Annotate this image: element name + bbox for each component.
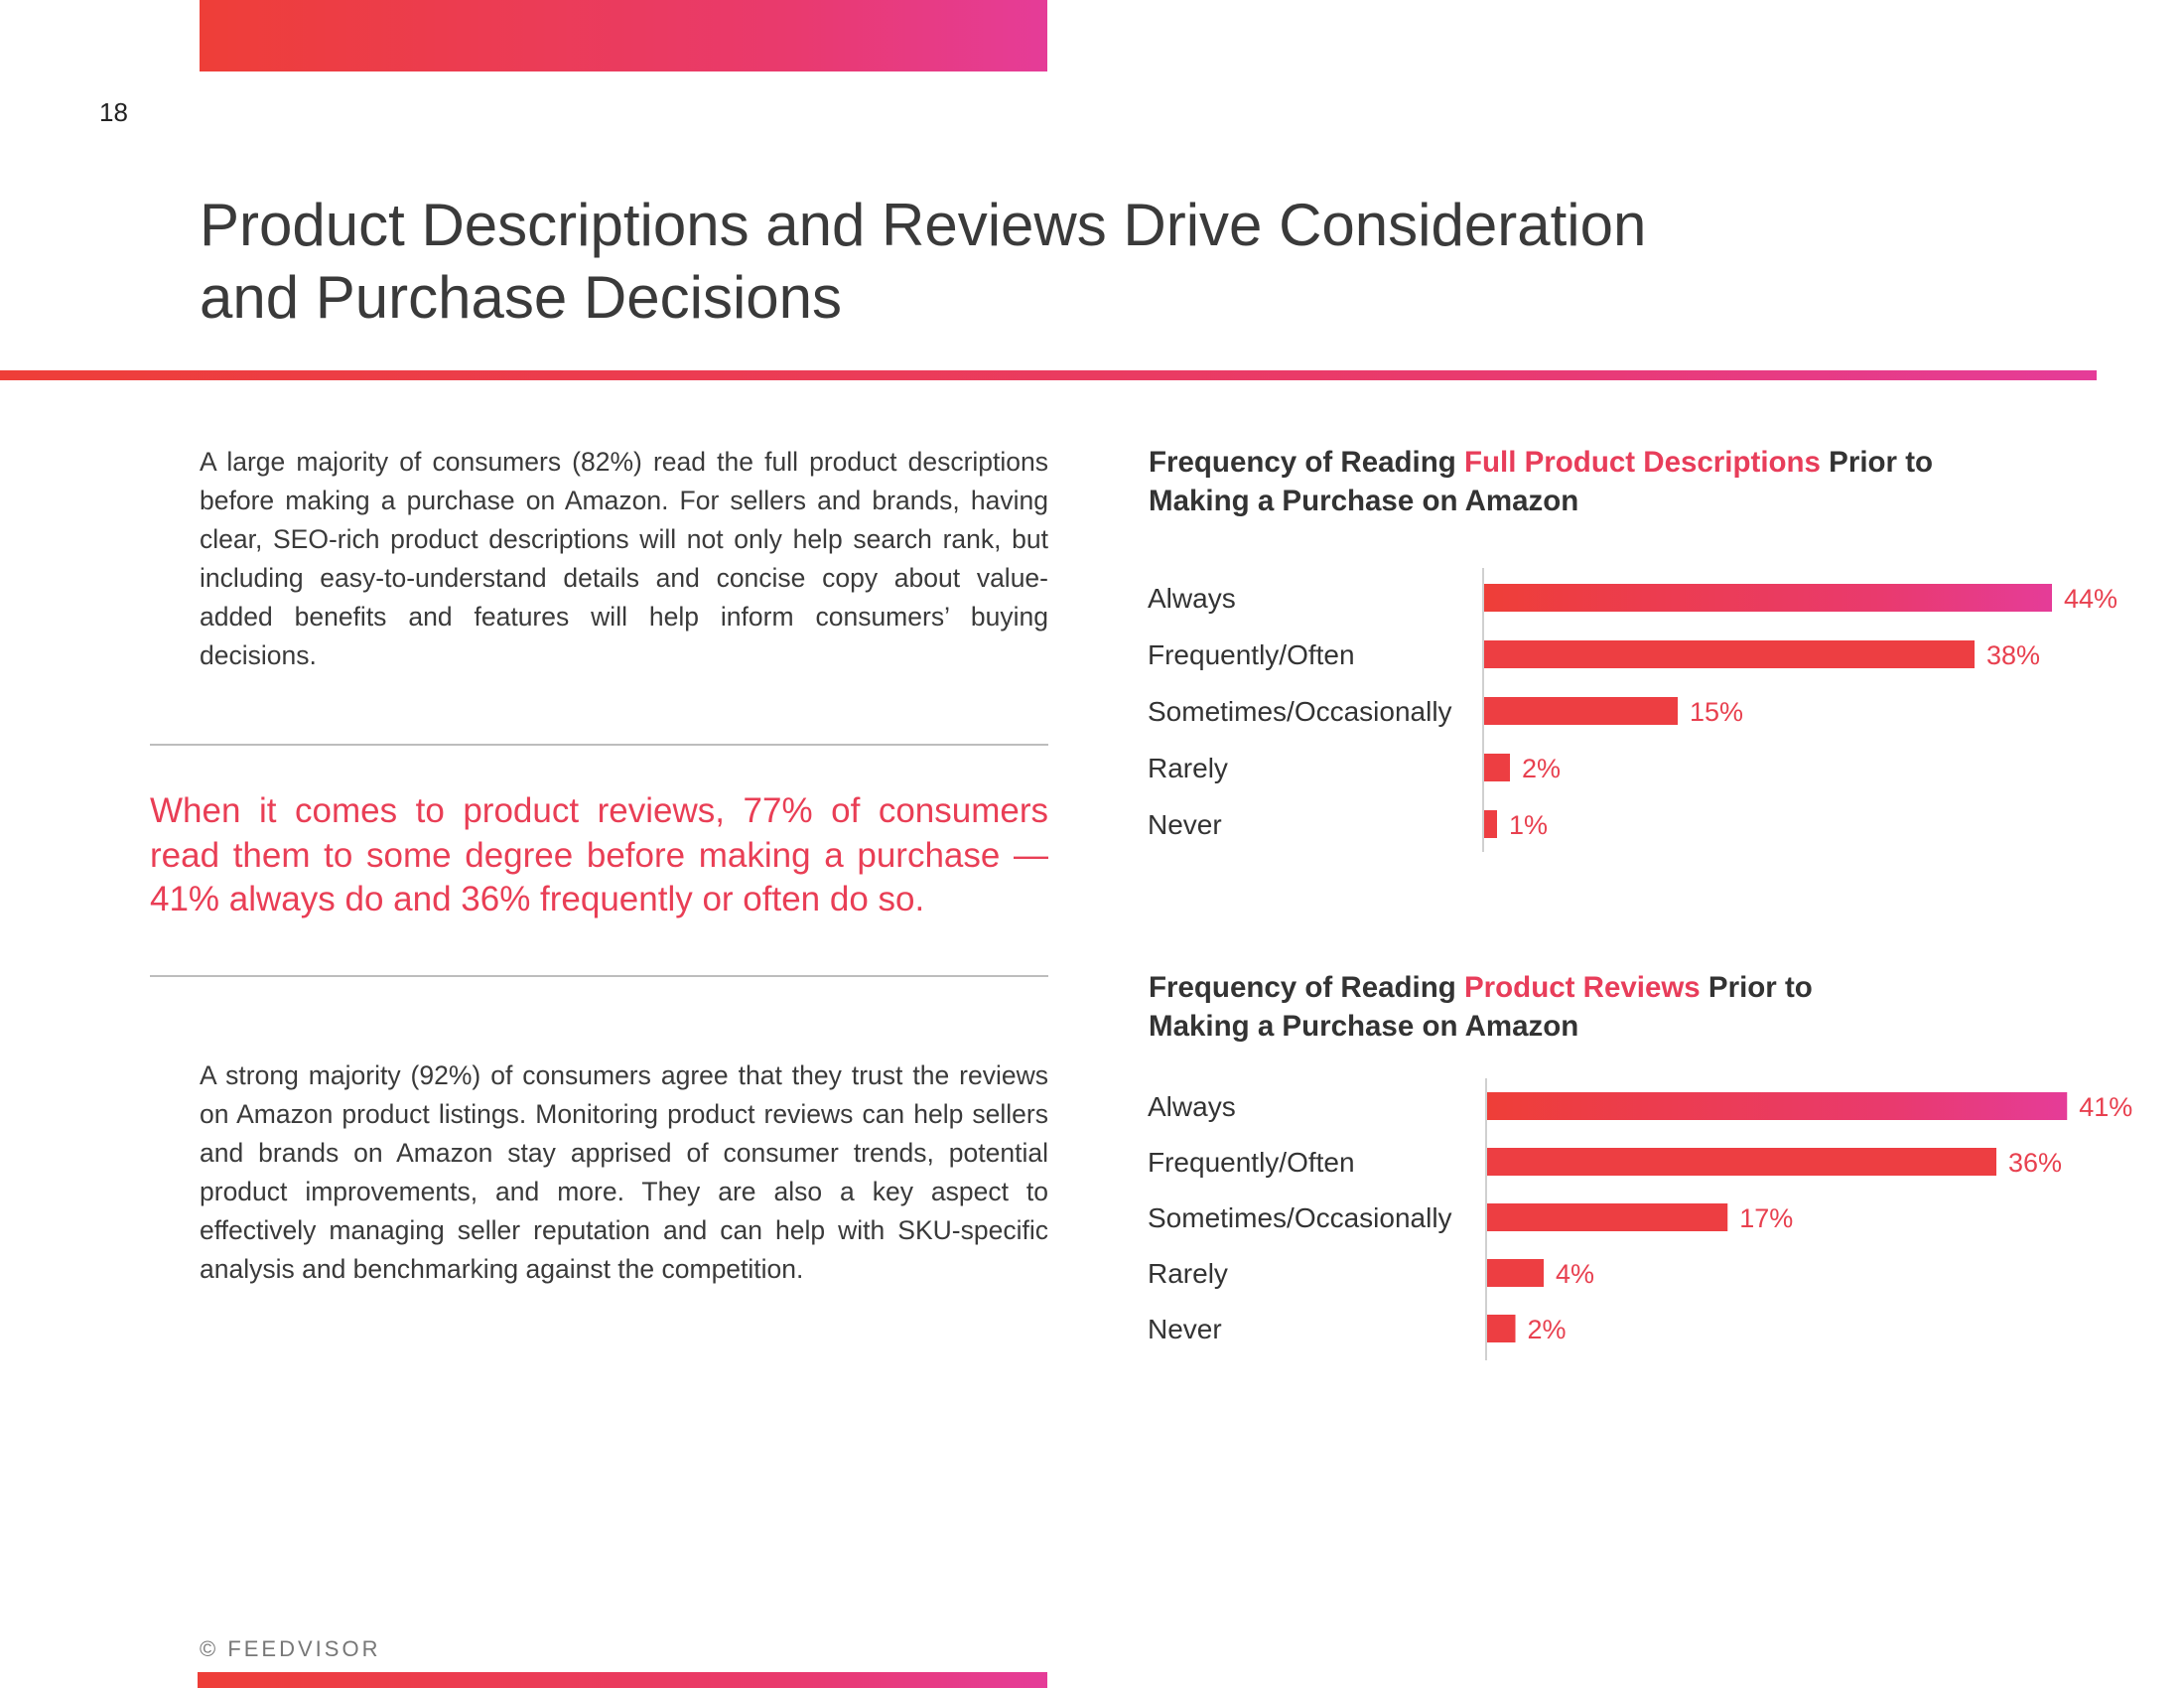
page-number: 18 — [99, 97, 128, 127]
chart-title-highlight: Full Product Descriptions — [1464, 446, 1821, 479]
pull-quote: When it comes to product reviews, 77% of… — [150, 791, 1048, 918]
value-label: 44% — [2064, 584, 2117, 614]
bottom-accent-band — [198, 1672, 1047, 1688]
category-label: Never — [1148, 1314, 1222, 1344]
bar-always — [1484, 584, 2052, 612]
chart-title-highlight: Product Reviews — [1464, 971, 1701, 1004]
value-label: 2% — [1528, 1315, 1567, 1344]
page-title-line-2: and Purchase Decisions — [200, 264, 843, 331]
category-label: Rarely — [1148, 1258, 1228, 1289]
value-label: 38% — [1986, 640, 2040, 670]
chart-title-suffix: Prior to — [1700, 971, 1813, 1004]
pull-quote-top-rule — [150, 744, 1048, 746]
chart-descriptions-title: Frequency of Reading Full Product Descri… — [1149, 443, 2042, 520]
bar-sometimes-occasionally — [1484, 697, 1678, 725]
category-label: Rarely — [1148, 753, 1228, 783]
bar-rarely — [1487, 1259, 1544, 1287]
title-divider — [0, 370, 2097, 380]
category-label: Sometimes/Occasionally — [1148, 696, 1452, 727]
value-label: 36% — [2008, 1148, 2062, 1178]
category-label: Frequently/Often — [1148, 1147, 1355, 1178]
chart-reviews-title: Frequency of Reading Product Reviews Pri… — [1149, 968, 2042, 1046]
value-label: 1% — [1509, 810, 1548, 840]
bar-sometimes-occasionally — [1487, 1203, 1728, 1231]
category-label: Frequently/Often — [1148, 639, 1355, 670]
category-label: Sometimes/Occasionally — [1148, 1202, 1452, 1233]
page-title-line-1: Product Descriptions and Reviews Drive C… — [200, 192, 1647, 258]
bar-frequently-often — [1487, 1148, 1996, 1176]
category-label: Never — [1148, 809, 1222, 840]
chart-reviews: Always 41% Frequently/Often 36% Sometimes/Oc… — [1148, 1078, 2132, 1360]
bar-frequently-often — [1484, 640, 1975, 668]
chart-title-line-2: Making a Purchase on Amazon — [1149, 1010, 1579, 1043]
bar-rarely — [1484, 754, 1510, 781]
value-label: 4% — [1556, 1259, 1594, 1289]
page-title: Product Descriptions and Reviews Drive C… — [200, 189, 1808, 334]
bar-never — [1487, 1315, 1516, 1342]
pull-quote-bottom-rule — [150, 975, 1048, 977]
chart-descriptions: Always 44% Frequently/Often 38% Sometimes/Oc… — [1148, 568, 2117, 852]
bar-never — [1484, 810, 1497, 838]
value-label: 17% — [1739, 1203, 1793, 1233]
value-label: 41% — [2079, 1092, 2132, 1122]
trust-paragraph: A strong majority (92%) of consumers agr… — [200, 1060, 1048, 1284]
category-label: Always — [1148, 583, 1236, 614]
bar-always — [1487, 1092, 2068, 1120]
chart-title-prefix: Frequency of Reading — [1149, 971, 1464, 1004]
value-label: 15% — [1690, 697, 1743, 727]
chart-title-suffix: Prior to — [1820, 446, 1934, 479]
value-label: 2% — [1522, 754, 1561, 783]
chart-title-line-2: Making a Purchase on Amazon — [1149, 485, 1579, 517]
category-label: Always — [1148, 1091, 1236, 1122]
chart-title-prefix: Frequency of Reading — [1149, 446, 1464, 479]
top-accent-band — [200, 0, 1047, 71]
footer-copyright: © FEEDVISOR — [200, 1636, 381, 1661]
intro-paragraph: A large majority of consumers (82%) read… — [200, 447, 1048, 670]
